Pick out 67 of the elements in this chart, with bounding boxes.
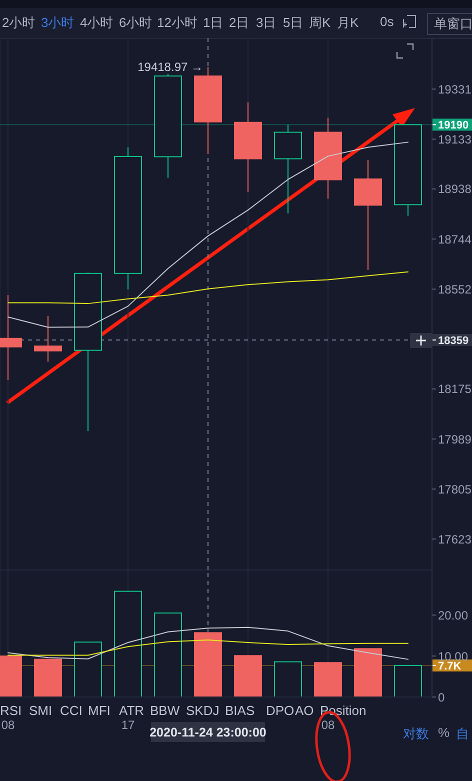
text: 对数 bbox=[403, 725, 429, 743]
y-tick-label: 19133 bbox=[438, 132, 472, 146]
text: DPO bbox=[266, 703, 294, 718]
y-tick-label: 0 bbox=[438, 690, 445, 704]
candlestick bbox=[114, 146, 142, 290]
text: 周K bbox=[309, 14, 331, 32]
ref-line-label: 7.7K bbox=[438, 660, 462, 672]
bar bbox=[354, 648, 382, 697]
text: 0s bbox=[380, 14, 394, 29]
line-series bbox=[8, 626, 408, 660]
y-tick-label: 18552 bbox=[438, 282, 472, 296]
y-tick-label: 20.00 bbox=[438, 608, 468, 622]
text: 5日 bbox=[283, 14, 304, 32]
text: MFI bbox=[88, 703, 110, 718]
text: 4小时 bbox=[80, 14, 114, 32]
text: AO bbox=[295, 703, 314, 718]
bar bbox=[34, 658, 62, 697]
text: 12小时 bbox=[157, 14, 198, 32]
candlestick bbox=[314, 117, 342, 200]
bar bbox=[194, 632, 222, 697]
y-tick-label: 18938 bbox=[438, 182, 472, 196]
candlestick bbox=[234, 102, 262, 193]
ref-line-label: 2020-11-24 23:00:00 bbox=[150, 726, 266, 740]
ref-line-label: 18359 bbox=[438, 334, 469, 347]
y-tick-label: 19331 bbox=[438, 82, 472, 96]
candlestick bbox=[194, 66, 222, 155]
text: BBW bbox=[150, 703, 180, 718]
text: Position bbox=[320, 703, 366, 718]
line-series bbox=[8, 271, 408, 304]
bar bbox=[114, 590, 142, 697]
text: 月K bbox=[337, 14, 359, 32]
y-tick-label: 17989 bbox=[438, 432, 472, 446]
text: % bbox=[438, 725, 450, 740]
text: BIAS bbox=[225, 703, 255, 718]
candlestick bbox=[34, 315, 62, 362]
line-series bbox=[8, 640, 408, 656]
bar bbox=[314, 662, 342, 697]
y-tick-label: 17805 bbox=[438, 482, 472, 496]
bar bbox=[234, 655, 262, 697]
text: 3小时 bbox=[41, 14, 74, 32]
y-tick-label: 18175 bbox=[438, 382, 472, 396]
x-tick-label: 17 bbox=[121, 718, 135, 732]
text: SMI bbox=[29, 703, 52, 718]
text: SKDJ bbox=[186, 703, 220, 718]
bar bbox=[154, 612, 182, 697]
text: 3日 bbox=[256, 14, 276, 32]
x-tick-label: 08 bbox=[1, 718, 15, 732]
candlestick bbox=[354, 160, 382, 271]
ref-line-label: 19190 bbox=[438, 120, 469, 132]
bar bbox=[74, 642, 102, 697]
y-tick-label: 17623 bbox=[438, 532, 472, 546]
text: 2日 bbox=[229, 14, 250, 32]
text: RSI bbox=[0, 703, 22, 718]
candlestick bbox=[274, 124, 302, 214]
text: CCI bbox=[60, 703, 82, 718]
text: ATR bbox=[119, 703, 144, 718]
bar bbox=[274, 661, 302, 697]
text: 6小时 bbox=[119, 14, 152, 32]
text: 自 bbox=[456, 725, 469, 743]
text: 2小时 bbox=[2, 14, 36, 32]
text: 单窗口 bbox=[427, 13, 472, 35]
annotation: 19418.97 → bbox=[138, 60, 203, 74]
line-series bbox=[8, 142, 408, 328]
y-tick-label: 18744 bbox=[438, 232, 472, 246]
bar bbox=[394, 664, 422, 697]
text: 1日 bbox=[203, 14, 224, 32]
x-tick-label: 08 bbox=[321, 718, 335, 732]
